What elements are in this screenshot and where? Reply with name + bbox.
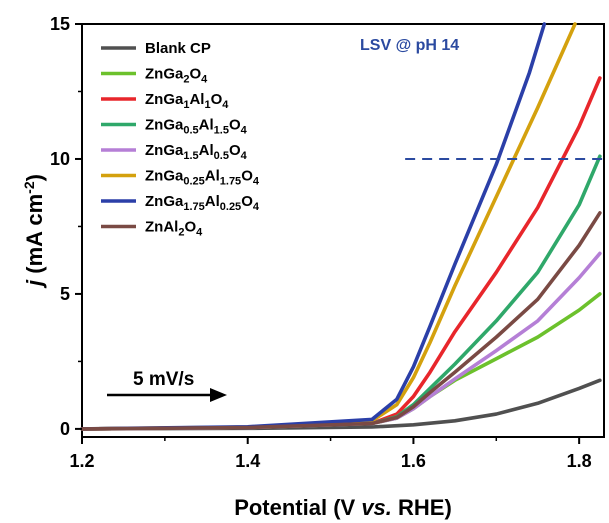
legend-label-3: ZnGa1Al1O4	[145, 91, 229, 111]
legend-label-1: Blank CP	[145, 40, 211, 57]
legend-label-6: ZnGa0.25Al1.75O4	[145, 168, 260, 188]
legend-label-8: ZnAl2O4	[145, 219, 203, 239]
y-tick-label-1: 5	[60, 284, 70, 304]
scan-rate-annotation: 5 mV/s	[107, 369, 227, 402]
series-layer	[80, 22, 602, 431]
axis-layer: 1.2 1.4 1.6 1.8 0 5 10 15	[50, 14, 592, 471]
y-tick-label-0: 0	[60, 419, 70, 439]
x-tick-label-0: 1.2	[69, 451, 94, 471]
legend-label-5: ZnGa1.5Al0.5O4	[145, 142, 248, 162]
scan-rate-label: 5 mV/s	[133, 369, 194, 390]
y-tick-label-2: 10	[50, 149, 70, 169]
legend: Blank CP ZnGa2O4 ZnGa1Al1O4 ZnGa0.5Al1.5O4 Z…	[101, 40, 260, 239]
x-tick-label-3: 1.8	[567, 451, 592, 471]
x-axis-title: Potential (V vs. RHE)	[234, 495, 452, 520]
plot-frame	[81, 23, 605, 438]
scan-direction-arrow-head	[210, 388, 227, 402]
y-tick-label-3: 15	[50, 14, 70, 34]
x-tick-label-2: 1.6	[401, 451, 426, 471]
series-line-7	[80, 22, 547, 431]
series-line-8	[80, 211, 602, 431]
legend-label-7: ZnGa1.75Al0.25O4	[145, 193, 260, 213]
legend-label-2: ZnGa2O4	[145, 66, 208, 86]
x-tick-label-1: 1.4	[235, 451, 260, 471]
y-axis-title: j (mA cm-2)	[21, 174, 47, 289]
legend-label-4: ZnGa0.5Al1.5O4	[145, 117, 248, 137]
annotation-text: LSV @ pH 14	[360, 37, 459, 54]
series-line-5	[80, 251, 602, 431]
